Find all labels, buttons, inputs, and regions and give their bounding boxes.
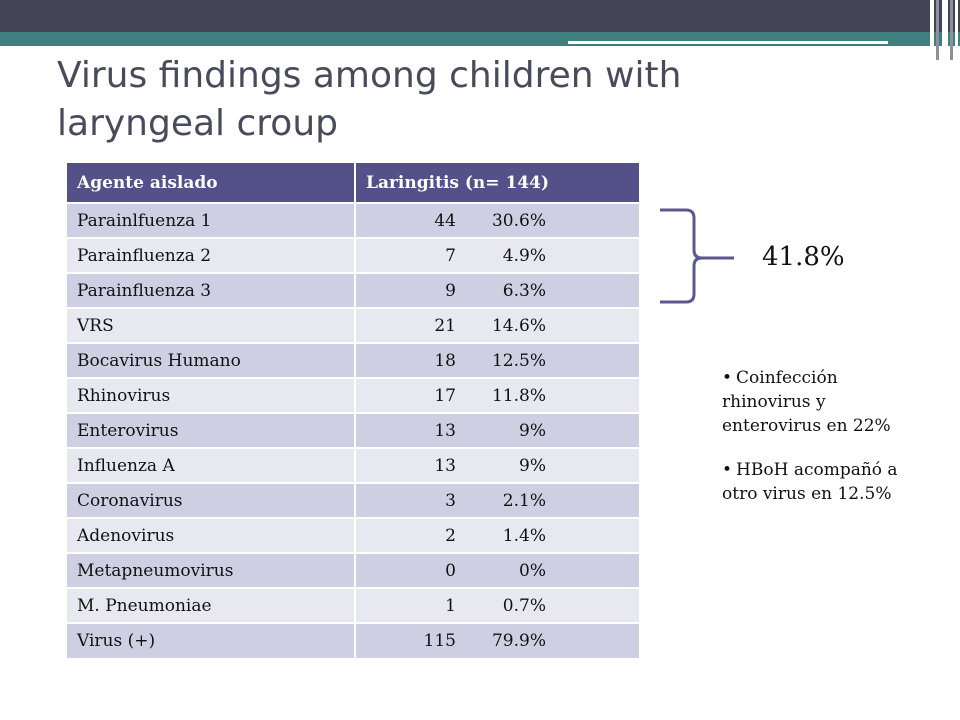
count-value: 17 <box>434 385 456 406</box>
table-row: Coronavirus 3 2.1% <box>67 482 641 518</box>
header-stripe <box>955 0 958 60</box>
agent-cell: Coronavirus <box>67 482 356 518</box>
value-cell: 17 11.8% <box>355 377 641 413</box>
value-cell: 21 14.6% <box>355 307 641 343</box>
header-stripe <box>950 0 953 60</box>
percent-value: 0.7% <box>502 595 546 616</box>
bullet-icon: • <box>722 460 733 480</box>
note-text: Coinfección rhinovirus y enterovirus en … <box>722 368 891 436</box>
agent-cell: Parainfluenza 2 <box>67 237 356 273</box>
note-text: HBoH acompañó a otro virus en 12.5% <box>722 460 898 504</box>
percent-value: 11.8% <box>491 385 546 406</box>
header-line <box>0 46 568 48</box>
agent-cell: Bocavirus Humano <box>67 342 356 378</box>
value-cell: 3 2.1% <box>355 482 641 518</box>
value-cell: 44 30.6% <box>355 202 641 238</box>
slide-title: Virus findings among children with laryn… <box>57 55 682 144</box>
brace-label: 41.8% <box>762 242 845 272</box>
agent-cell: Parainfluenza 3 <box>67 272 356 308</box>
brace-icon <box>660 208 734 304</box>
table-row: Metapneumovirus 0 0% <box>67 552 641 588</box>
count-value: 7 <box>445 245 456 266</box>
notes-list: • Coinfección rhinovirus y enterovirus en… <box>722 366 922 526</box>
percent-value: 1.4% <box>502 525 546 546</box>
value-cell: 9 6.3% <box>355 272 641 308</box>
percent-value: 0% <box>519 560 546 581</box>
table-row: Parainfluenza 2 7 4.9% <box>67 237 641 273</box>
table-row: Rhinovirus 17 11.8% <box>67 377 641 413</box>
count-value: 44 <box>434 210 456 231</box>
count-value: 3 <box>445 490 456 511</box>
header-stripe <box>930 0 934 60</box>
table-row: Parainlfuenza 1 44 30.6% <box>67 202 641 238</box>
table-row: M. Pneumoniae 1 0.7% <box>67 587 641 623</box>
table-row: Bocavirus Humano 18 12.5% <box>67 342 641 378</box>
count-value: 9 <box>445 280 456 301</box>
note-item: • Coinfección rhinovirus y enterovirus en… <box>722 366 922 438</box>
table-row: Influenza A 13 9% <box>67 447 641 483</box>
table-row: Enterovirus 13 9% <box>67 412 641 448</box>
count-value: 2 <box>445 525 456 546</box>
header-stripe <box>936 0 939 60</box>
column-header-laringitis: Laringitis (n= 144) <box>355 163 641 203</box>
percent-value: 6.3% <box>502 280 546 301</box>
agent-cell: Influenza A <box>67 447 356 483</box>
agent-cell: Enterovirus <box>67 412 356 448</box>
column-header-agent: Agente aislado <box>67 163 356 203</box>
header-stripe <box>942 0 948 60</box>
count-value: 0 <box>445 560 456 581</box>
count-value: 21 <box>434 315 456 336</box>
table-row: Parainfluenza 3 9 6.3% <box>67 272 641 308</box>
agent-cell: VRS <box>67 307 356 343</box>
table-row: Adenovirus 2 1.4% <box>67 517 641 553</box>
percent-value: 4.9% <box>502 245 546 266</box>
count-value: 1 <box>445 595 456 616</box>
value-cell: 1 0.7% <box>355 587 641 623</box>
percent-value: 12.5% <box>491 350 546 371</box>
count-value: 13 <box>434 455 456 476</box>
count-value: 13 <box>434 420 456 441</box>
note-item: • HBoH acompañó a otro virus en 12.5% <box>722 458 922 506</box>
agent-cell: Rhinovirus <box>67 377 356 413</box>
percent-value: 9% <box>519 420 546 441</box>
percent-value: 9% <box>519 455 546 476</box>
header-line <box>568 41 888 44</box>
value-cell: 13 9% <box>355 412 641 448</box>
value-cell: 115 79.9% <box>355 622 641 658</box>
value-cell: 7 4.9% <box>355 237 641 273</box>
bullet-icon: • <box>722 368 733 388</box>
value-cell: 13 9% <box>355 447 641 483</box>
header-bar <box>0 0 960 32</box>
value-cell: 0 0% <box>355 552 641 588</box>
table-row: Virus (+) 115 79.9% <box>67 622 641 658</box>
agent-cell: Adenovirus <box>67 517 356 553</box>
virus-findings-table: Agente aislado Laringitis (n= 144) Parai… <box>67 163 641 658</box>
percent-value: 30.6% <box>491 210 546 231</box>
agent-cell: Metapneumovirus <box>67 552 356 588</box>
count-value: 115 <box>423 631 456 651</box>
agent-cell: Parainlfuenza 1 <box>67 202 356 238</box>
count-value: 18 <box>434 350 456 371</box>
agent-cell: M. Pneumoniae <box>67 587 356 623</box>
agent-cell: Virus (+) <box>67 622 356 658</box>
value-cell: 2 1.4% <box>355 517 641 553</box>
table-header-row: Agente aislado Laringitis (n= 144) <box>67 163 641 203</box>
percent-value: 14.6% <box>491 315 546 336</box>
percent-value: 2.1% <box>502 490 546 511</box>
percent-value: 79.9% <box>491 631 546 651</box>
table-row: VRS 21 14.6% <box>67 307 641 343</box>
value-cell: 18 12.5% <box>355 342 641 378</box>
